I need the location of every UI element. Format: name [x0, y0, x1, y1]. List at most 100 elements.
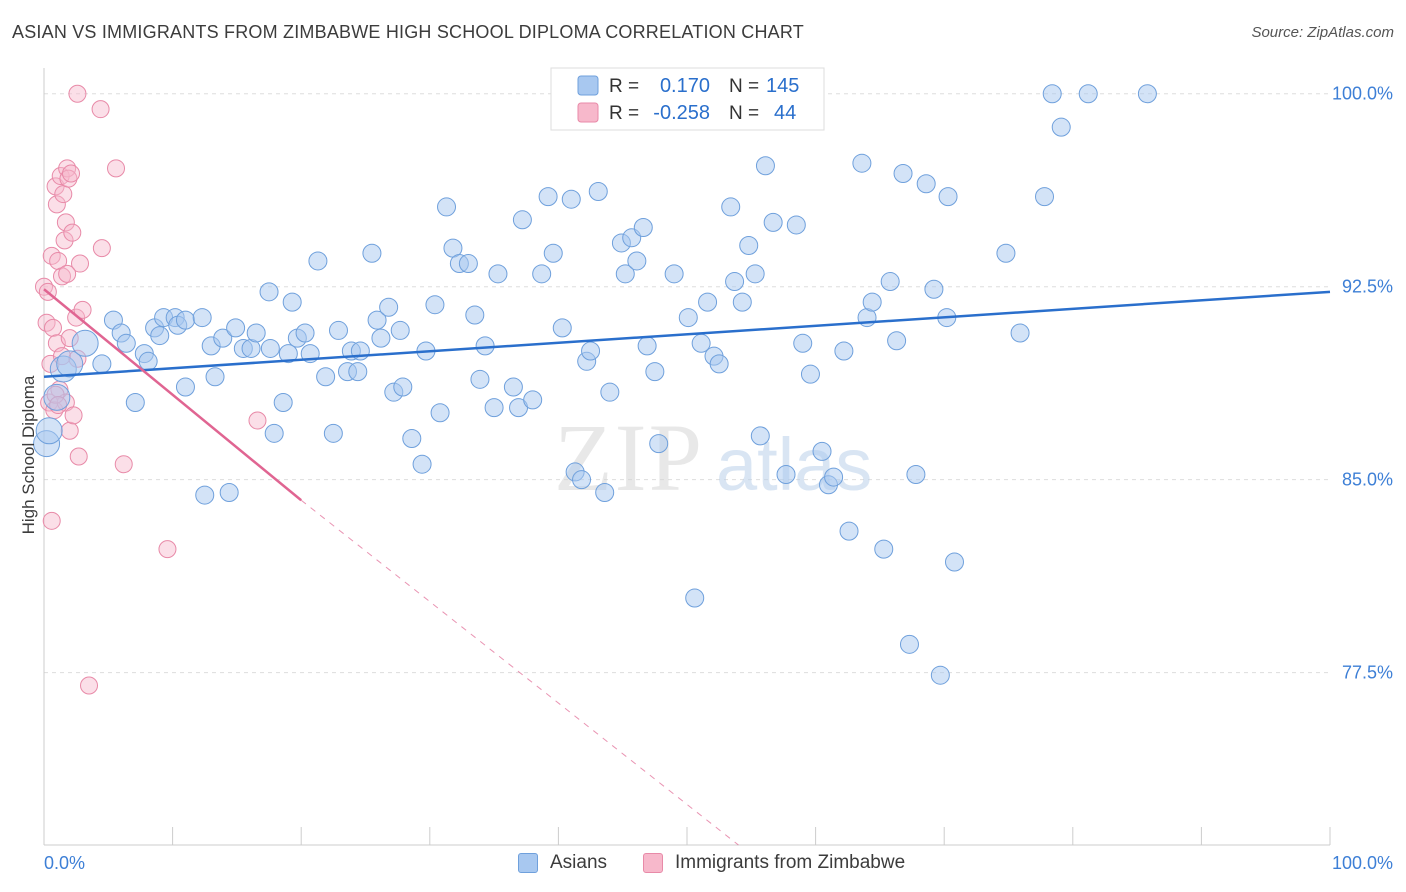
zimbabwe-point-43 [248, 411, 267, 430]
asian-point-108 [786, 215, 806, 235]
asian-point-45 [348, 362, 368, 382]
legend-r-label-2: R = [609, 103, 639, 124]
asian-point-53 [393, 377, 413, 397]
zimbabwe-point-41 [114, 455, 133, 474]
asian-point-68 [503, 377, 523, 397]
asian-point-100 [725, 272, 745, 292]
asian-point-96 [698, 292, 718, 312]
asian-point-91 [649, 434, 669, 454]
asian-point-76 [561, 189, 581, 209]
asian-point-133 [1035, 187, 1055, 207]
correlation-legend: R = 0.170 N = 145 R = -0.258 N = 44 [550, 67, 825, 131]
asian-point-72 [532, 264, 552, 284]
zimbabwe-point-30 [73, 300, 92, 319]
zimbabwe-trend-line [43, 288, 302, 502]
legend-swatch-asians [577, 75, 599, 96]
asian-point-10 [125, 392, 145, 412]
zimbabwe-point-14 [53, 267, 72, 286]
watermark-atlas: atlas [716, 423, 872, 506]
asian-point-85 [615, 264, 635, 284]
series-legend: Asians Immigrants from Zimbabwe [0, 852, 1406, 878]
asian-point-103 [745, 264, 765, 284]
asian-point-93 [678, 308, 698, 328]
asian-point-67 [488, 264, 508, 284]
legend-swatch-zimbabwe [577, 102, 599, 123]
trend-lines [43, 288, 1331, 846]
legend-item-zimbabwe[interactable]: Immigrants from Zimbabwe [643, 852, 905, 874]
asian-point-122 [893, 163, 913, 183]
asian-point-119 [874, 539, 894, 559]
asian-point-92 [664, 264, 684, 284]
zimbabwe-point-23 [60, 421, 79, 440]
asian-point-135 [1051, 117, 1071, 137]
zimbabwe-point-6 [44, 318, 63, 337]
asian-point-120 [880, 272, 900, 292]
asian-point-132 [1010, 323, 1030, 343]
zimbabwe-point-26 [64, 406, 83, 425]
asian-point-114 [834, 341, 854, 361]
asian-point-33 [273, 392, 293, 412]
asian-point-106 [763, 212, 783, 232]
asian-point-42 [328, 320, 348, 340]
asian-point-58 [430, 403, 450, 423]
asian-point-19 [175, 377, 195, 397]
asian-point-81 [588, 181, 608, 201]
asian-point-71 [523, 390, 543, 410]
asian-point-78 [572, 470, 592, 490]
y-tick-label-0: 77.5% [1342, 663, 1393, 683]
y-axis-label: High School Diploma [19, 375, 38, 534]
asian-point-57 [425, 295, 445, 315]
asian-point-129 [938, 187, 958, 207]
asian-point-131 [996, 243, 1016, 263]
zimbabwe-point-17 [55, 231, 74, 250]
zimbabwe-point-24 [62, 164, 81, 183]
legend-swatch-asians-bottom [518, 853, 538, 873]
zimbabwe-point-36 [68, 84, 87, 103]
asian-trend-line [43, 290, 1331, 378]
asian-point-75 [552, 318, 572, 338]
asian-point-102 [739, 236, 759, 256]
zimbabwe-point-42 [158, 540, 177, 559]
asian-point-39 [308, 251, 328, 271]
asian-point-94 [685, 588, 705, 608]
legend-r-label-1: R = [609, 76, 639, 97]
asian-point-55 [412, 454, 432, 474]
asian-point-31 [260, 338, 280, 358]
legend-n-value-1: 145 [766, 75, 799, 97]
asian-point-49 [371, 328, 391, 348]
asian-point-18 [175, 310, 195, 330]
asian-point-6 [92, 354, 112, 374]
asian-point-82 [595, 483, 615, 503]
asian-point-4 [56, 350, 84, 378]
zimbabwe-point-18 [56, 213, 75, 232]
asian-point-14 [150, 326, 170, 346]
asian-point-66 [484, 398, 504, 418]
zimbabwe-point-40 [107, 159, 126, 178]
asian-point-109 [793, 333, 813, 353]
asian-point-24 [213, 328, 233, 348]
asian-point-47 [362, 243, 382, 263]
asian-point-50 [379, 297, 399, 317]
asian-point-9 [116, 333, 136, 353]
x-tick-label-1: 100.0% [1332, 853, 1393, 873]
asian-point-2 [43, 383, 71, 411]
asian-point-104 [750, 426, 770, 446]
legend-n-label-1: N = [729, 76, 759, 97]
asian-point-99 [721, 197, 741, 217]
asian-point-34 [278, 344, 298, 364]
asian-point-23 [205, 367, 225, 387]
legend-item-asians[interactable]: Asians [518, 852, 607, 874]
asian-point-73 [538, 187, 558, 207]
zimbabwe-point-39 [92, 239, 111, 258]
zimbabwe-point-35 [69, 447, 88, 466]
asian-point-54 [402, 428, 422, 448]
legend-label-asians: Asians [550, 852, 608, 873]
legend-label-zimbabwe: Immigrants from Zimbabwe [675, 852, 906, 873]
asian-point-126 [924, 279, 944, 299]
asian-point-30 [259, 282, 279, 302]
asian-point-130 [944, 552, 964, 572]
asian-point-29 [246, 323, 266, 343]
asian-point-137 [1137, 84, 1157, 104]
asian-point-111 [812, 441, 832, 461]
